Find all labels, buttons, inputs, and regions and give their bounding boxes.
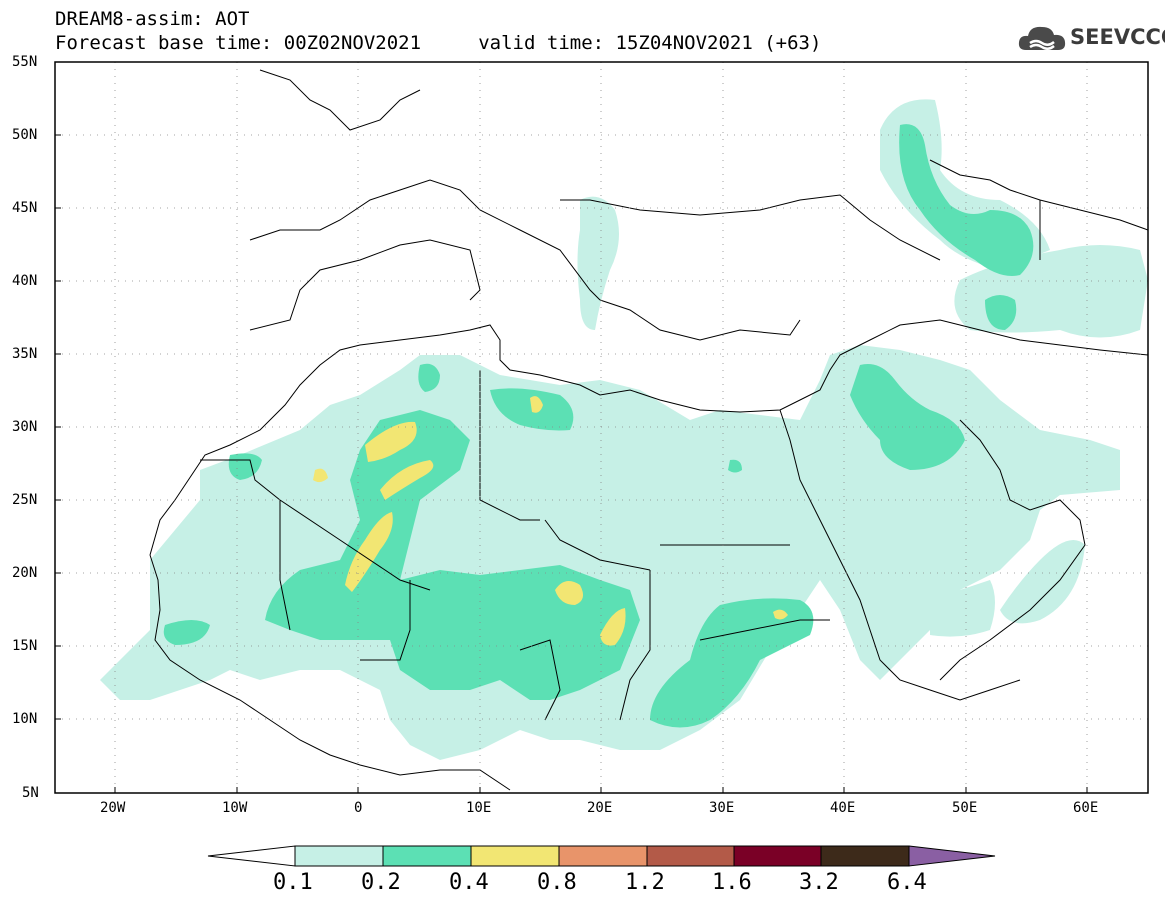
lat-label: 5N	[22, 785, 39, 801]
aot-level-0.4	[313, 396, 788, 646]
cloud-icon	[1018, 26, 1066, 50]
lon-label: 60E	[1073, 800, 1099, 816]
lat-label: 35N	[12, 346, 38, 362]
lat-label: 40N	[12, 273, 38, 289]
lon-label: 20W	[100, 800, 126, 816]
chart-subtitle: Forecast base time: 00Z02NOV2021 valid t…	[55, 32, 822, 54]
aot-level-0.2	[163, 124, 1034, 728]
colorbar-label: 1.2	[625, 870, 665, 895]
lon-label: 20E	[587, 800, 613, 816]
lat-label: 45N	[12, 200, 38, 216]
lat-label: 15N	[12, 638, 38, 654]
colorbar-bin	[733, 845, 822, 867]
colorbar-label: 0.1	[273, 870, 313, 895]
colorbar-over-arrow	[908, 845, 996, 867]
colorbar-bin	[646, 845, 735, 867]
lat-label: 30N	[12, 419, 38, 435]
colorbar-label: 0.4	[449, 870, 489, 895]
colorbar-label: 6.4	[887, 870, 927, 895]
logo-text: SEEVCCC	[1070, 25, 1165, 49]
lat-label: 55N	[12, 54, 38, 70]
lon-label: 10W	[222, 800, 248, 816]
colorbar-bin	[294, 845, 384, 867]
colorbar-under-arrow	[207, 845, 296, 867]
lon-label: 30E	[709, 800, 735, 816]
colorbar-bin	[820, 845, 910, 867]
lon-label: 50E	[952, 800, 978, 816]
lon-label: 40E	[830, 800, 856, 816]
lat-label: 10N	[12, 711, 38, 727]
colorbar-label: 1.6	[712, 870, 752, 895]
lat-label: 20N	[12, 565, 38, 581]
colorbar-label: 3.2	[799, 870, 839, 895]
colorbar-bin	[470, 845, 560, 867]
lon-label: 0	[354, 800, 363, 816]
axis-ticks	[55, 134, 1088, 793]
lon-label: 10E	[466, 800, 492, 816]
coastlines	[149, 69, 1148, 791]
colorbar	[207, 845, 996, 867]
colorbar-label: 0.2	[361, 870, 401, 895]
colorbar-label: 0.8	[537, 870, 577, 895]
colorbar-bin	[558, 845, 648, 867]
seevccc-logo: SEEVCCC	[1018, 22, 1165, 56]
lat-label: 50N	[12, 127, 38, 143]
colorbar-bin	[382, 845, 472, 867]
chart-title: DREAM8-assim: AOT	[55, 8, 250, 30]
lat-label: 25N	[12, 492, 38, 508]
map-grid	[55, 62, 1148, 793]
